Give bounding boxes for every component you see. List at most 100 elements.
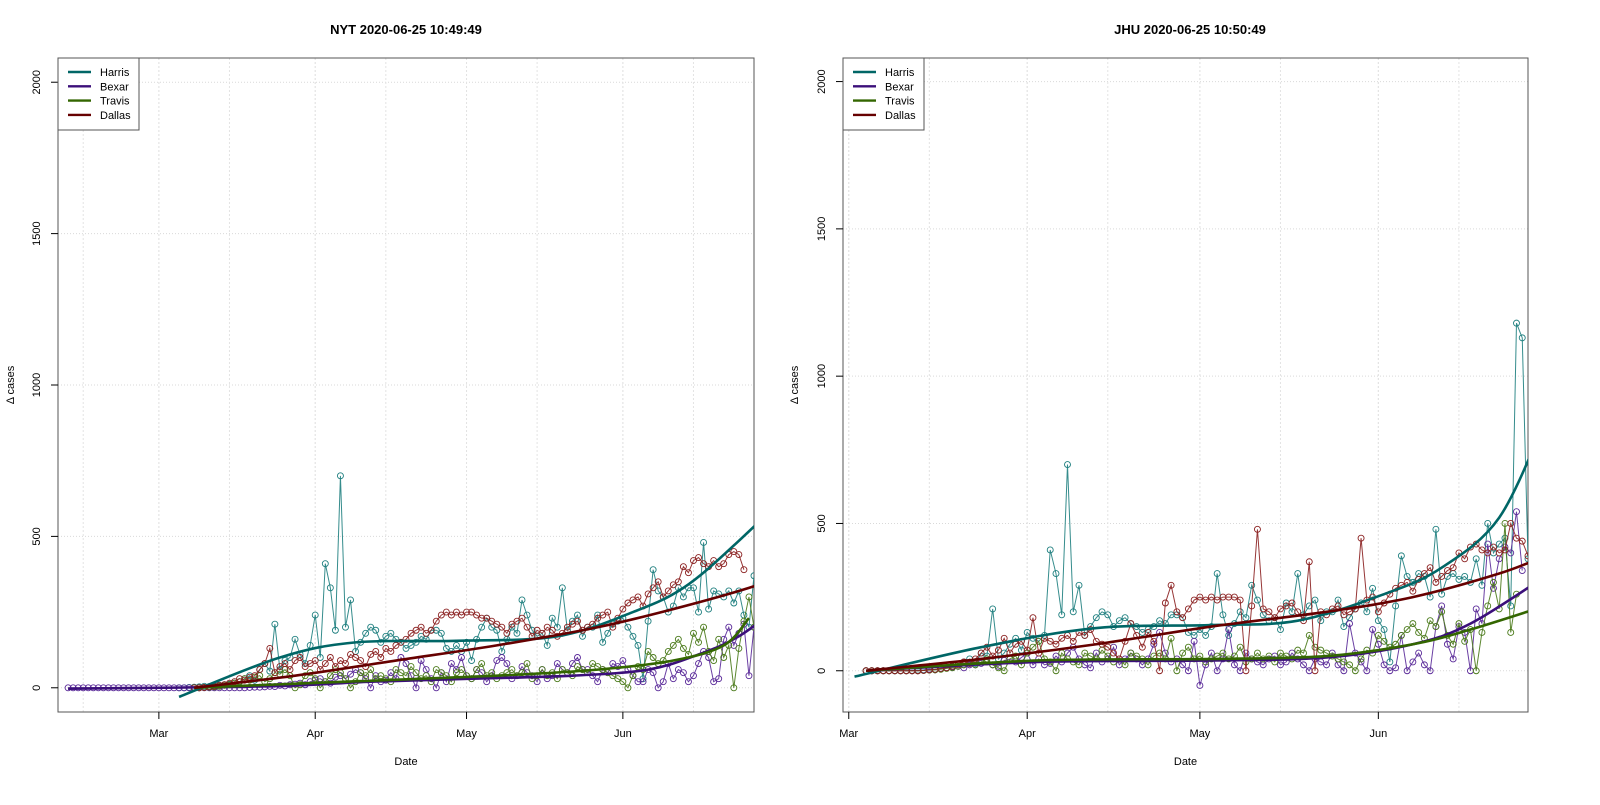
data-point <box>1184 643 1192 651</box>
data-point <box>1064 461 1071 468</box>
data-point <box>1115 617 1123 625</box>
data-point <box>1029 614 1037 622</box>
data-point <box>1069 637 1077 645</box>
data-point <box>362 672 370 680</box>
data-point <box>468 608 476 616</box>
trend-line-harris <box>178 524 754 699</box>
data-point <box>478 614 486 622</box>
data-point <box>629 596 637 604</box>
data-point <box>634 593 642 601</box>
data-point <box>362 629 370 637</box>
data-point <box>342 623 349 631</box>
data-point <box>1058 634 1066 642</box>
data-point <box>1484 549 1492 557</box>
data-point <box>745 593 753 601</box>
data-point <box>1230 661 1238 669</box>
data-point <box>508 666 516 674</box>
data-point <box>619 678 627 686</box>
data-point <box>735 644 743 652</box>
data-point <box>1305 631 1313 639</box>
data-point <box>367 684 375 692</box>
data-point <box>669 675 677 683</box>
data-point <box>387 669 395 677</box>
data-point <box>1537 264 1543 270</box>
data-point <box>447 611 455 619</box>
data-point <box>553 623 561 631</box>
data-point <box>1305 558 1313 566</box>
data-point <box>503 629 511 637</box>
data-point <box>1156 667 1164 675</box>
data-point <box>1426 667 1434 675</box>
data-point <box>715 563 723 571</box>
data-point <box>523 611 531 619</box>
data-point <box>1311 667 1319 675</box>
data-point <box>1294 570 1302 577</box>
data-point <box>705 605 713 613</box>
data-point <box>720 635 728 643</box>
data-point <box>1294 646 1302 654</box>
trend-line-bexar <box>865 586 1528 673</box>
data-point <box>1087 664 1094 672</box>
trend-line-dallas <box>194 584 754 690</box>
y-tick-label: 1000 <box>31 373 43 397</box>
data-point <box>1420 661 1428 669</box>
data-point <box>1259 605 1267 613</box>
data-point <box>543 623 551 631</box>
plot-area <box>854 264 1548 689</box>
data-point <box>1323 661 1330 669</box>
data-point <box>1513 534 1520 542</box>
data-point <box>417 632 425 640</box>
data-point <box>801 343 807 349</box>
data-point <box>994 646 1002 654</box>
data-point <box>518 614 526 622</box>
data-point <box>619 605 627 613</box>
data-point <box>1495 549 1503 557</box>
data-point <box>1472 555 1480 563</box>
y-tick-label: 0 <box>31 685 43 691</box>
data-point <box>286 666 294 674</box>
data-point <box>1081 649 1089 657</box>
data-point <box>251 672 259 680</box>
legend-label-dallas: Dallas <box>885 110 916 122</box>
legend-box <box>842 57 925 131</box>
legend: Harris Bexar Travis Dallas <box>57 57 140 131</box>
legend-label-bexar: Bexar <box>100 81 129 93</box>
data-point <box>1213 667 1221 675</box>
data-point <box>387 629 395 637</box>
y-tick-label: 1000 <box>816 364 828 388</box>
data-point <box>331 626 339 634</box>
data-point <box>563 623 571 631</box>
data-point <box>730 599 738 607</box>
data-point <box>1438 573 1446 580</box>
data-point <box>528 675 536 683</box>
data-point <box>634 641 642 649</box>
data-point <box>1110 649 1117 657</box>
legend-label-travis: Travis <box>100 96 130 108</box>
data-point <box>1196 682 1204 689</box>
data-point <box>412 638 420 646</box>
data-point <box>1254 525 1261 533</box>
data-point <box>372 647 380 655</box>
data-point <box>357 657 365 664</box>
data-point <box>594 678 602 686</box>
data-point <box>291 635 299 643</box>
data-point <box>1484 540 1492 548</box>
x-tick-label: Jun <box>1369 728 1387 740</box>
data-point <box>761 570 767 576</box>
data-point <box>347 651 354 658</box>
data-point <box>1357 655 1365 663</box>
data-point <box>766 588 772 594</box>
data-point <box>786 549 792 555</box>
data-point <box>1501 546 1509 554</box>
plot-area <box>64 343 807 699</box>
data-point <box>1380 661 1388 669</box>
data-point <box>1449 655 1457 663</box>
data-point <box>649 654 657 661</box>
data-point <box>1542 267 1548 273</box>
data-point <box>447 660 455 668</box>
data-point <box>1277 605 1284 613</box>
data-point <box>342 660 349 668</box>
data-point <box>473 611 481 619</box>
data-point <box>1173 667 1181 675</box>
data-point <box>1104 611 1112 619</box>
